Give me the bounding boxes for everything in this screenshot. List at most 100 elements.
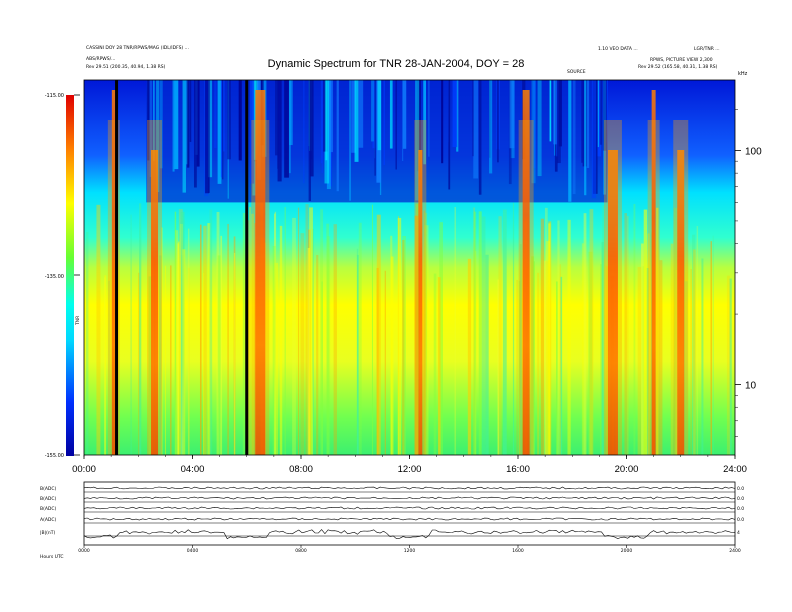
lower-band-streak — [647, 233, 650, 455]
upper-band-streak — [309, 80, 314, 177]
spectrogram-streaks — [85, 80, 732, 455]
lower-band-streak — [602, 205, 606, 455]
upper-band-streak — [277, 80, 279, 169]
colorbar-tick-top: -115.00 — [45, 93, 64, 99]
lower-band-streak — [560, 276, 563, 455]
upper-band-streak — [553, 80, 558, 145]
lower-band-streak — [164, 265, 167, 455]
lower-band-streak — [424, 212, 428, 455]
lower-band-streak — [674, 207, 678, 455]
right-axis-ticks: 100 10 — [735, 108, 762, 437]
upper-band-streak — [581, 80, 583, 163]
lower-band-streak — [498, 216, 502, 455]
lower-band-streak — [414, 215, 419, 455]
lower-band-streak — [161, 227, 163, 455]
upper-band-streak — [591, 80, 597, 199]
lower-band-streak — [284, 207, 286, 455]
panels-footer-label: Hours UTC — [40, 554, 64, 560]
x-tick-label: 20:00 — [615, 464, 639, 475]
x-tick-label: 24:00 — [723, 464, 747, 475]
upper-band-streak — [389, 80, 393, 149]
upper-band-streak — [238, 80, 242, 161]
header-line3-right: Rev 29.52 (165.58, 40.31, 1.38 RS) — [638, 65, 718, 70]
lower-band-streak — [321, 281, 323, 455]
upper-band-streak — [599, 80, 603, 145]
lower-band-streak — [437, 277, 441, 455]
lower-band-streak — [473, 211, 477, 455]
upper-band-streak — [156, 80, 160, 193]
upper-band-streak — [423, 80, 427, 165]
lower-band-streak — [589, 209, 594, 455]
lower-band-streak — [207, 223, 211, 455]
panel-trace — [83, 506, 736, 510]
burst-6 — [651, 90, 656, 455]
lower-band-streak — [251, 213, 254, 455]
lower-band-streak — [274, 213, 276, 455]
panel-right-tick: 0.0 — [737, 517, 744, 523]
lower-band-streak — [588, 251, 593, 455]
lower-band-streak — [397, 217, 402, 455]
lower-band-streak — [402, 235, 406, 455]
lower-band-streak — [130, 214, 133, 455]
lower-band-streak — [300, 233, 305, 455]
upper-band-streak — [509, 80, 515, 149]
header-line2-left: ABS/RPWS/... — [86, 57, 116, 62]
lower-band-streak — [710, 241, 712, 455]
upper-band-streak — [172, 80, 175, 172]
panel-x-tick-label: 1200 — [404, 548, 416, 554]
lower-band-streak — [646, 267, 649, 455]
upper-band-streak — [533, 80, 536, 169]
upper-band-streak — [325, 80, 328, 161]
lower-band-streak — [696, 226, 699, 455]
burst-0 — [111, 90, 116, 455]
upper-band-streak — [289, 80, 293, 146]
upper-band-streak — [220, 80, 223, 178]
x-tick-label: 16:00 — [506, 464, 530, 475]
upper-band-streak — [537, 80, 542, 177]
colorbar-tick-mid: -135.00 — [45, 274, 64, 280]
lower-band-streak — [701, 258, 704, 455]
upper-band-streak — [308, 80, 312, 202]
upper-band-streak — [603, 80, 607, 151]
lower-band-streak — [220, 235, 223, 455]
lower-band-streak — [217, 255, 222, 455]
lower-band-streak — [227, 223, 229, 455]
upper-band-streak — [284, 80, 289, 178]
lower-band-streak — [104, 277, 106, 455]
lower-band-streak — [307, 247, 310, 455]
lower-band-streak — [533, 261, 535, 455]
lower-band-streak — [297, 207, 300, 455]
upper-band-streak — [497, 80, 499, 163]
panel-right-tick: 0.0 — [737, 486, 744, 492]
gap-line-1 — [245, 80, 249, 455]
lower-band-streak — [454, 206, 457, 455]
panel-x-tick-label: 2400 — [729, 548, 741, 554]
upper-band-streak — [351, 80, 357, 153]
upper-band-streak — [153, 80, 155, 162]
burst-4 — [522, 90, 530, 455]
burst-7 — [677, 150, 685, 455]
lower-band-streak — [320, 209, 324, 455]
lower-band-streak — [390, 235, 393, 455]
upper-band-streak — [448, 80, 451, 190]
upper-band-streak — [473, 80, 479, 179]
lower-band-streak — [254, 223, 257, 455]
lower-band-streak — [108, 280, 110, 455]
upper-band-streak — [147, 80, 150, 161]
lower-band-streak — [545, 261, 549, 455]
x-tick-label: 08:00 — [289, 464, 313, 475]
colorbar-gradient — [66, 95, 74, 456]
lower-band-streak — [326, 223, 329, 455]
burst-halo-1 — [147, 120, 163, 455]
header-line1-right: 1.10 VEO DATA ... — [598, 47, 638, 52]
lower-band-streak — [643, 209, 648, 455]
upper-band-streak — [227, 80, 231, 160]
burst-2 — [255, 90, 266, 455]
burst-halo-7 — [673, 120, 689, 455]
lower-band-streak — [478, 211, 482, 455]
x-tick-label: 04:00 — [181, 464, 205, 475]
lower-band-streak — [439, 222, 443, 455]
lower-band-streak — [516, 279, 518, 455]
lower-band-streak — [356, 254, 359, 455]
